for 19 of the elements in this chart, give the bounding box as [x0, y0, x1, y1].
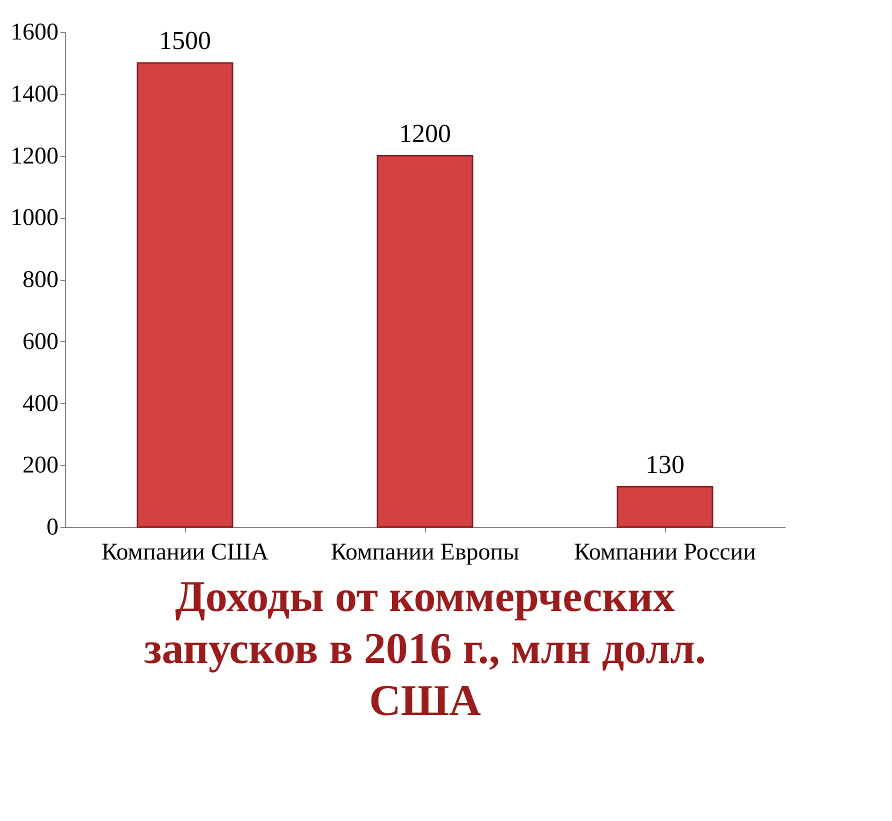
x-tick-label: Компании России — [574, 540, 756, 566]
data-label: 130 — [646, 450, 684, 479]
y-tick-label: 1000 — [10, 205, 58, 232]
x-tick-label: Компании США — [101, 540, 270, 566]
y-tick-label: 1400 — [10, 81, 58, 108]
y-tick-label: 1600 — [10, 20, 58, 46]
y-tick-label: 0 — [46, 514, 58, 540]
bar — [616, 486, 714, 528]
bar — [136, 62, 234, 528]
bar — [376, 155, 474, 528]
y-tick-label: 600 — [22, 328, 58, 355]
x-tick-label: Компании Европы — [330, 540, 520, 566]
y-tick-label: 800 — [22, 267, 58, 293]
data-label: 1200 — [399, 118, 451, 148]
y-tick-label: 200 — [22, 452, 58, 479]
text: Доходы от коммерческих запусков в 2016 г., млн долл. США — [144, 572, 706, 725]
y-tick-label: 1200 — [10, 143, 58, 170]
y-tick-label: 400 — [22, 390, 58, 417]
data-label: 1500 — [159, 26, 211, 55]
